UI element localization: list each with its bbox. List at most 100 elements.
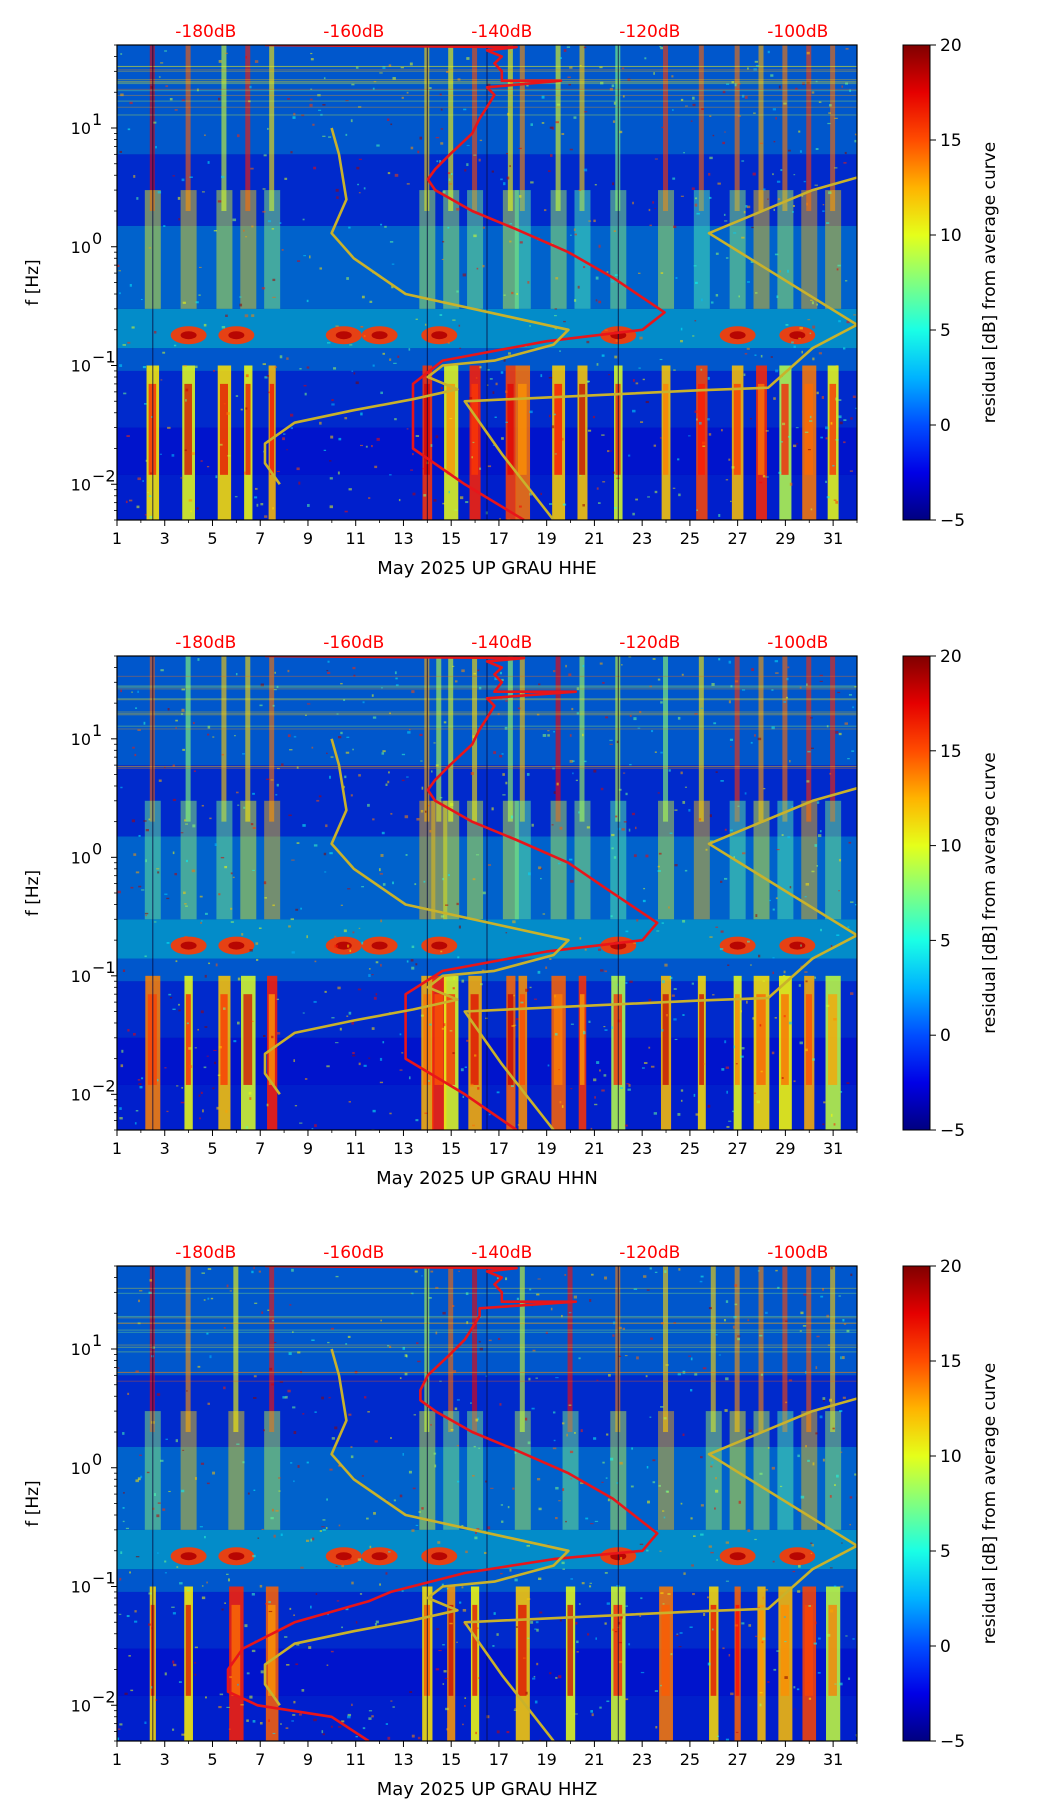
colorbar-tick-label: −5 <box>940 1732 965 1752</box>
x-tick-label: 27 <box>727 529 747 548</box>
x-tick-label: 25 <box>680 1750 700 1769</box>
y-tick-label: 10 <box>71 1578 91 1597</box>
db-tick-label: -140dB <box>471 633 532 653</box>
x-tick-label: 11 <box>346 1139 366 1158</box>
x-tick-label: 27 <box>727 1750 747 1769</box>
spectrogram-heatmap <box>117 1266 857 1741</box>
x-tick-label: 17 <box>489 1750 509 1769</box>
x-tick-label: 15 <box>441 529 461 548</box>
x-tick-label: 9 <box>303 529 313 548</box>
red-curve <box>264 45 666 520</box>
y-tick-exponent: 1 <box>92 1331 102 1350</box>
x-tick-label: 9 <box>303 1139 313 1158</box>
db-tick-label: -160dB <box>323 1243 384 1263</box>
spectrogram-heatmap <box>117 656 857 1130</box>
colorbar-tick-label: 5 <box>940 321 951 341</box>
y-tick-exponent: 0 <box>92 839 102 858</box>
colorbar-tick-label: 0 <box>940 416 951 436</box>
x-axis-label: May 2025 UP GRAU HHE <box>377 558 597 579</box>
db-tick-label: -100dB <box>767 633 828 653</box>
colorbar-gradient <box>902 1265 931 1742</box>
x-axis-label: May 2025 UP GRAU HHZ <box>377 1779 598 1800</box>
x-tick-label: 23 <box>632 1139 652 1158</box>
colorbar-gradient <box>902 655 931 1131</box>
y-tick-label: 10 <box>71 238 91 257</box>
y-tick-exponent: 1 <box>92 721 102 740</box>
y-tick-label: 10 <box>71 119 91 138</box>
x-tick-label: 7 <box>255 1139 265 1158</box>
db-tick-label: -180dB <box>175 633 236 653</box>
y-axis-label: f [Hz] <box>23 1480 43 1526</box>
colorbar-tick-label: 10 <box>940 837 962 857</box>
y-tick-label: 10 <box>71 475 91 494</box>
yellow-curve-1 <box>263 738 570 1096</box>
yellow-curve-2 <box>463 176 857 520</box>
x-tick-label: 3 <box>160 1139 170 1158</box>
x-tick-label: 11 <box>346 529 366 548</box>
x-tick-label: 17 <box>489 1139 509 1158</box>
colorbar: 20 15 10 5 0 −5 residual [dB] from average cur… <box>902 1257 1000 1752</box>
x-axis-label: May 2025 UP GRAU HHN <box>376 1168 598 1189</box>
y-axis-label: f [Hz] <box>23 259 43 305</box>
db-tick-label: -180dB <box>175 1243 236 1263</box>
db-tick-label: -140dB <box>471 1243 532 1263</box>
y-tick-label: 10 <box>71 1459 91 1478</box>
y-axis-label: f [Hz] <box>23 870 43 916</box>
x-tick-label: 25 <box>680 529 700 548</box>
colorbar-tick-label: 15 <box>940 742 962 762</box>
colorbar-tick-label: 20 <box>940 1257 962 1277</box>
colorbar: 20 15 10 5 0 −5 residual [dB] from average cur… <box>902 647 1000 1141</box>
yellow-curve-1 <box>263 127 570 486</box>
x-tick-label: 1 <box>112 1750 122 1769</box>
x-tick-label: 25 <box>680 1139 700 1158</box>
x-tick-label: 19 <box>536 1139 556 1158</box>
db-tick-label: -100dB <box>767 22 828 42</box>
db-tick-label: -160dB <box>323 633 384 653</box>
x-tick-label: 21 <box>584 1139 604 1158</box>
x-tick-label: 31 <box>823 1139 843 1158</box>
x-tick-label: 11 <box>346 1750 366 1769</box>
x-tick-label: 31 <box>823 529 843 548</box>
x-tick-label: 21 <box>584 529 604 548</box>
db-tick-label: -120dB <box>619 22 680 42</box>
x-tick-label: 13 <box>393 1750 413 1769</box>
x-tick-label: 1 <box>112 1139 122 1158</box>
y-tick-exponent: −1 <box>92 958 116 977</box>
x-tick-label: 29 <box>775 529 795 548</box>
y-tick-label: 10 <box>71 730 91 749</box>
colorbar-tick-label: −5 <box>940 511 965 531</box>
colorbar-tick-label: 15 <box>940 131 962 151</box>
x-tick-label: 1 <box>112 529 122 548</box>
x-tick-label: 27 <box>727 1139 747 1158</box>
colorbar-tick-label: 5 <box>940 1542 951 1562</box>
x-tick-label: 5 <box>207 1750 217 1769</box>
yellow-curve-1 <box>263 1348 570 1707</box>
colorbar-label: residual [dB] from average curve <box>980 752 1000 1033</box>
y-tick-exponent: −1 <box>92 348 116 367</box>
y-tick-exponent: −2 <box>92 1687 116 1706</box>
y-tick-label: 10 <box>71 1085 91 1104</box>
db-tick-label: -100dB <box>767 1243 828 1263</box>
x-tick-label: 15 <box>441 1139 461 1158</box>
colorbar-label: residual [dB] from average curve <box>980 1363 1000 1644</box>
colorbar-tick-label: 5 <box>940 931 951 951</box>
db-tick-label: -160dB <box>323 22 384 42</box>
x-tick-label: 31 <box>823 1750 843 1769</box>
colorbar-tick-label: 0 <box>940 1637 951 1657</box>
x-tick-label: 17 <box>489 529 509 548</box>
x-tick-label: 15 <box>441 1750 461 1769</box>
x-tick-label: 7 <box>255 529 265 548</box>
colorbar-tick-label: 20 <box>940 36 962 56</box>
x-tick-label: 7 <box>255 1750 265 1769</box>
x-tick-label: 19 <box>536 1750 556 1769</box>
x-tick-label: 19 <box>536 529 556 548</box>
db-tick-label: -120dB <box>619 633 680 653</box>
colorbar-tick-label: −5 <box>940 1121 965 1141</box>
colorbar-tick-label: 10 <box>940 1447 962 1467</box>
yellow-curve-2 <box>463 786 857 1130</box>
